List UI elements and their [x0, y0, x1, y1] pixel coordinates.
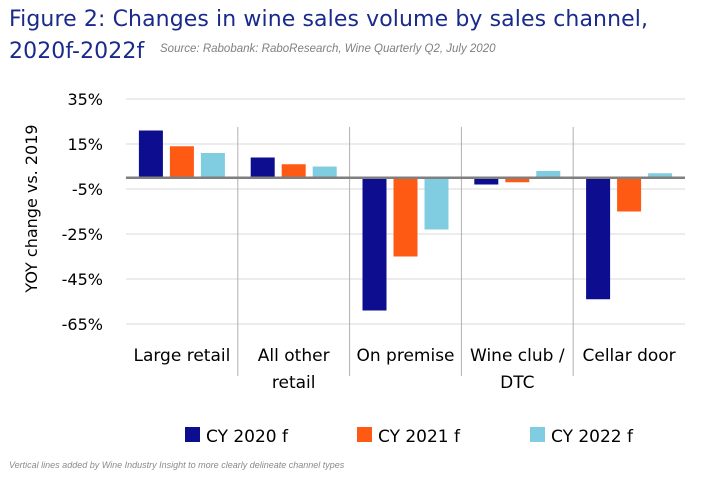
source-note: Source: Rabobank: RaboResearch, Wine Qua…	[160, 43, 496, 55]
bar	[362, 177, 387, 311]
legend-swatch	[185, 427, 200, 442]
legend-label: CY 2020 f	[206, 427, 289, 447]
bar	[424, 177, 449, 230]
footnote: Vertical lines added by Wine Industry In…	[9, 460, 345, 470]
bar	[648, 173, 673, 178]
bar	[250, 157, 275, 178]
bar	[169, 146, 194, 178]
y-tick-label: -5%	[72, 180, 103, 199]
bar	[536, 171, 561, 178]
y-tick-label: 35%	[67, 90, 103, 109]
y-tick-label: -65%	[62, 315, 103, 334]
bar	[281, 164, 306, 178]
bar	[138, 130, 163, 178]
bar	[617, 177, 642, 212]
bar	[393, 177, 418, 257]
legend-swatch	[357, 427, 372, 442]
title-line-1: Figure 2: Changes in wine sales volume b…	[9, 7, 649, 32]
bar	[200, 153, 225, 178]
x-category-label: Wine club /	[470, 346, 565, 366]
bar	[505, 177, 530, 183]
bar-chart: 35% 15% -5% -25% -45% -65% YOY change vs. 2019…	[22, 90, 685, 447]
y-axis-label: YOY change vs. 2019	[22, 124, 41, 293]
bar	[312, 166, 337, 178]
y-tick-label: 15%	[67, 135, 103, 154]
legend-label: CY 2021 f	[378, 427, 461, 447]
x-category-label: Cellar door	[583, 346, 676, 366]
chart-title: Figure 2: Changes in wine sales volume b…	[9, 4, 648, 68]
y-tick-label: -25%	[62, 225, 103, 244]
x-category-label: DTC	[500, 373, 534, 393]
x-category-label: On premise	[356, 346, 454, 366]
x-category-label: All other	[258, 346, 330, 366]
x-category-label: retail	[272, 373, 316, 393]
legend-label: CY 2022 f	[551, 427, 634, 447]
bar	[586, 177, 611, 300]
title-line-2: 2020f-2022f	[9, 39, 145, 64]
x-category-label: Large retail	[133, 346, 230, 366]
bar	[474, 177, 499, 185]
legend-swatch	[530, 427, 545, 442]
y-tick-label: -45%	[62, 270, 103, 289]
